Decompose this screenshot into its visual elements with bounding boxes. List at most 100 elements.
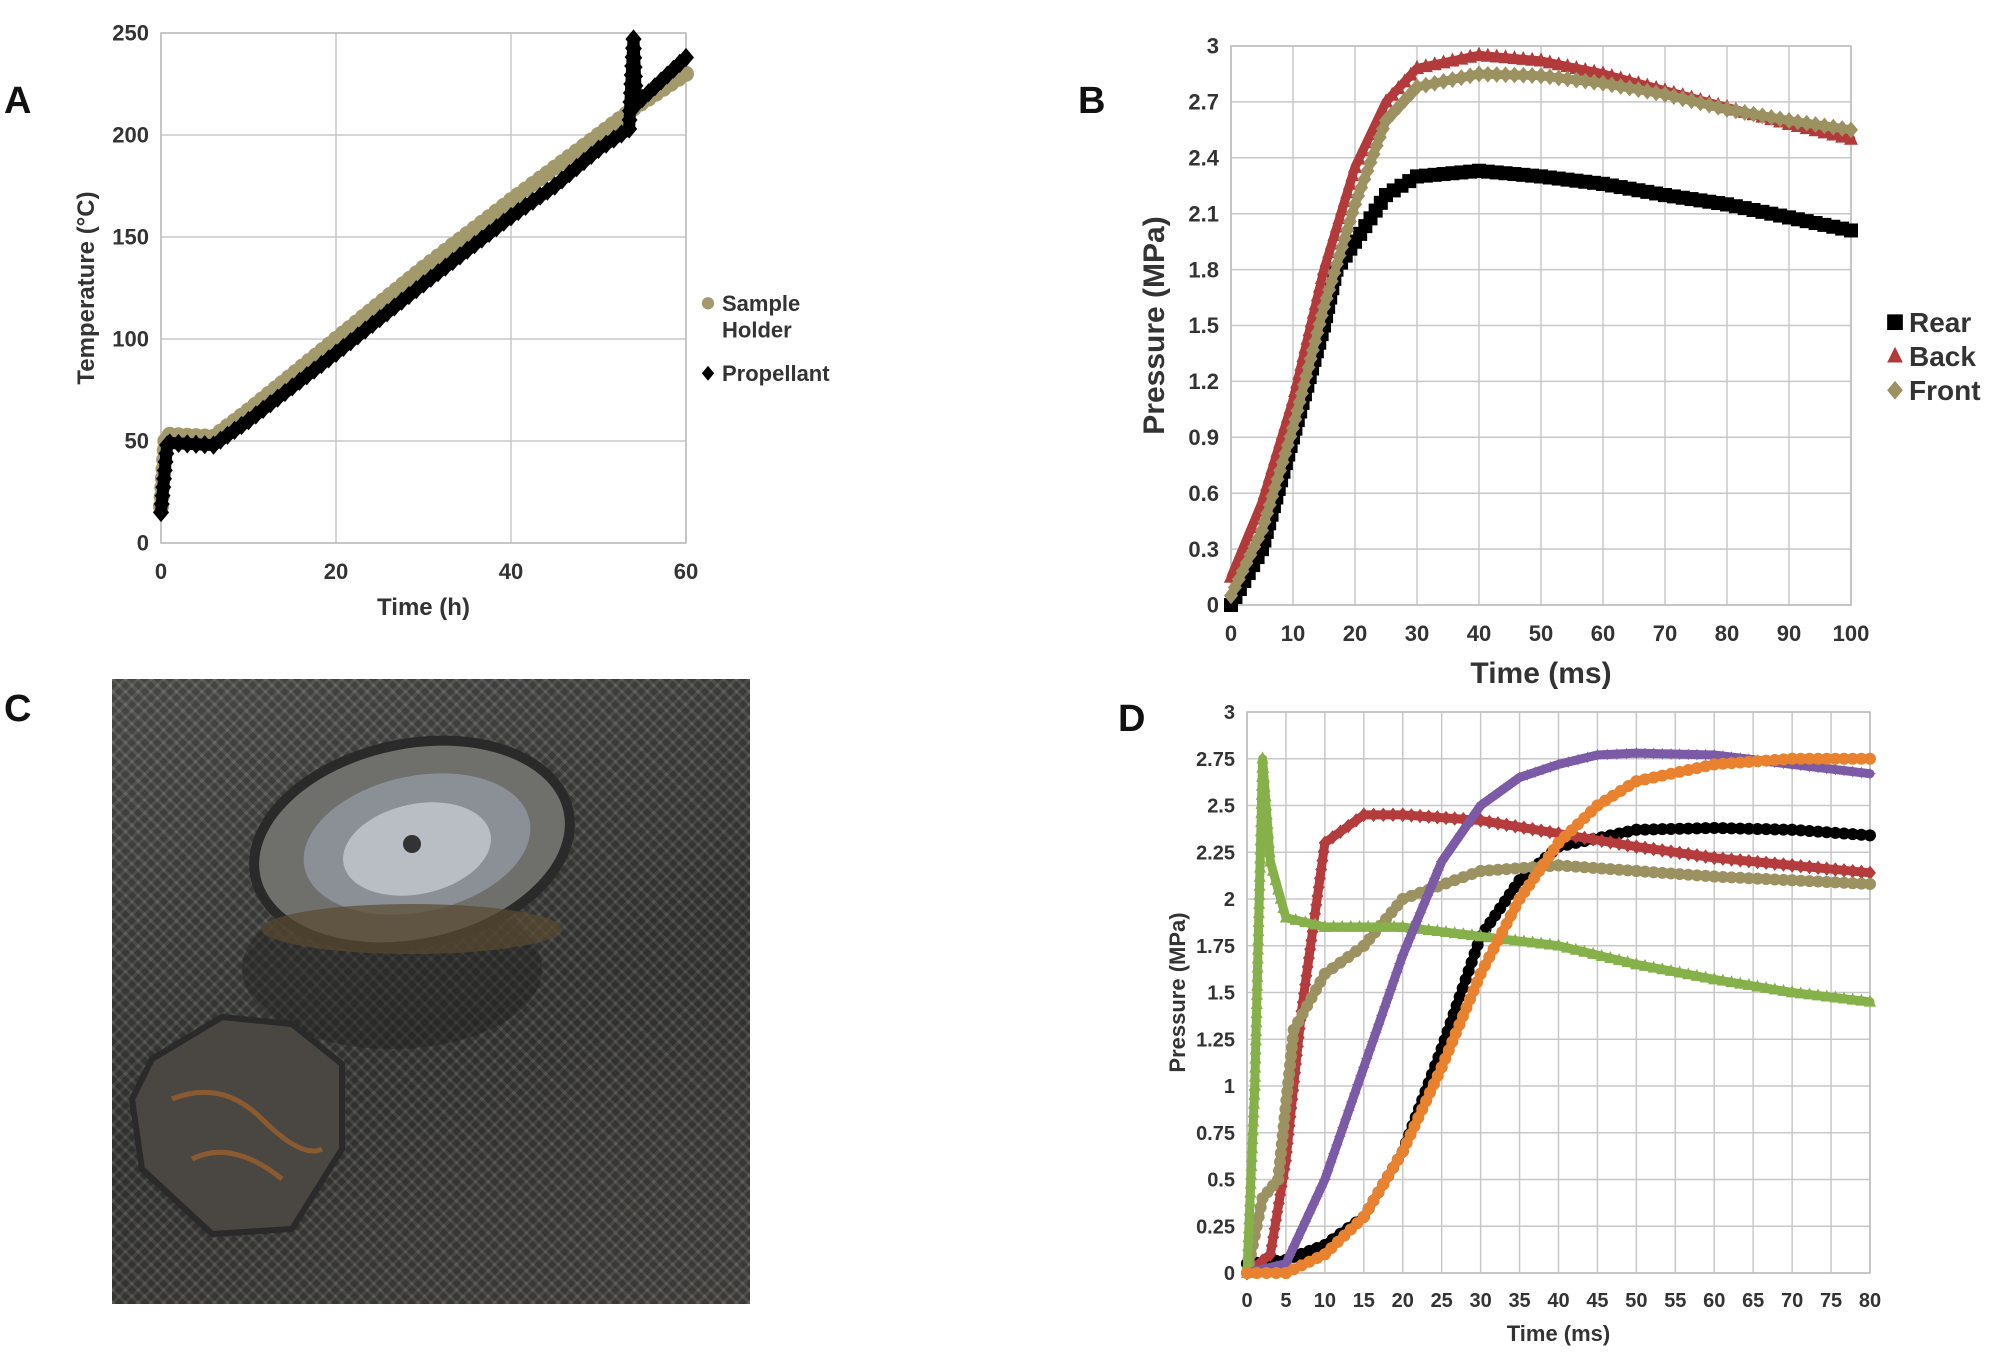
- data-point: [1864, 752, 1876, 765]
- x-tick-label: 0: [155, 559, 167, 584]
- data-point: [1353, 919, 1366, 932]
- data-point: [1647, 747, 1660, 760]
- data-point: [1440, 810, 1453, 826]
- data-point: [1751, 979, 1764, 992]
- data-point: [1224, 598, 1238, 612]
- data-point: [1803, 859, 1816, 875]
- data-point: [1345, 1095, 1358, 1108]
- data-point: [1311, 888, 1324, 904]
- data-point: [1699, 970, 1712, 983]
- data-point: [1613, 953, 1626, 966]
- data-point: [1835, 120, 1850, 137]
- data-point: [1829, 752, 1842, 765]
- data-point: [1790, 113, 1805, 131]
- data-point: [1690, 822, 1703, 835]
- data-point: [1304, 941, 1317, 957]
- data-point: [1324, 1156, 1337, 1169]
- chart-b: 0 10 20 30 40 50 60 70 80 90 100 0 0.3 0.6 0.9 1.2 1.5 1.…: [1138, 34, 1981, 690]
- data-point: [1455, 827, 1468, 840]
- data-point: [640, 83, 657, 103]
- data-point: [386, 297, 403, 317]
- data-point: [1673, 965, 1686, 978]
- data-point: [1647, 960, 1660, 973]
- data-point: [1270, 1267, 1283, 1279]
- data-point: [1794, 752, 1807, 765]
- y-tick-label: 0.5: [1207, 1170, 1235, 1192]
- data-point: [1405, 808, 1418, 823]
- data-point: [1410, 169, 1424, 184]
- data-point: [1252, 933, 1265, 946]
- data-point: [1664, 963, 1677, 976]
- x-axis-label: Time (ms): [1470, 657, 1611, 690]
- data-point: [1377, 807, 1390, 823]
- data-point: [1357, 807, 1370, 823]
- data-point: [1248, 1078, 1261, 1091]
- data-point: [1737, 104, 1752, 121]
- data-point: [179, 434, 196, 454]
- data-point: [1596, 176, 1610, 191]
- photo-illustration: [128, 735, 575, 1238]
- data-point: [1252, 1210, 1265, 1223]
- data-point: [1255, 522, 1269, 539]
- data-point: [1658, 86, 1672, 103]
- data-point: [1812, 988, 1825, 1001]
- data-point: [1342, 1104, 1355, 1117]
- data-point: [1284, 1059, 1297, 1072]
- y-axis-label: Pressure (MPa): [1138, 216, 1171, 434]
- data-point: [1786, 858, 1799, 873]
- data-point: [503, 192, 519, 209]
- data-point: [1720, 197, 1734, 212]
- data-point: [161, 433, 178, 453]
- data-point: [1384, 983, 1397, 996]
- data-point: [1725, 751, 1738, 764]
- data-point: [1307, 1198, 1320, 1211]
- data-point: [1812, 752, 1825, 765]
- chart-d: 0 5 10 15 20 25 30 35 40 45 50 55 60 65 70 75 80 0 0.25 0.5…: [1165, 702, 1881, 1346]
- data-point: [1390, 966, 1403, 979]
- data-point: [1720, 100, 1734, 118]
- data-point: [1673, 845, 1686, 861]
- data-point: [1359, 134, 1374, 149]
- y-tick-label: 2.1: [1188, 201, 1219, 226]
- data-point: [1379, 188, 1393, 203]
- data-point: [1562, 756, 1575, 769]
- x-tick-label: 20: [324, 559, 348, 584]
- data-point: [1241, 527, 1256, 542]
- data-point: [1464, 813, 1477, 826]
- data-point: [1631, 81, 1646, 99]
- series-olive: [1241, 859, 1876, 1279]
- data-point: [1578, 72, 1593, 90]
- data-point: [1457, 812, 1470, 827]
- data-point: [269, 388, 286, 408]
- data-point: [1244, 1185, 1257, 1198]
- data-point: [1284, 1050, 1297, 1063]
- x-tick-label: 40: [1467, 621, 1491, 646]
- x-tick-label: 0: [1225, 621, 1237, 646]
- data-point: [1817, 117, 1832, 135]
- y-tick-label: 3: [1207, 34, 1219, 59]
- data-point: [1327, 1147, 1340, 1160]
- x-tick-label: 0: [1241, 1290, 1252, 1312]
- data-point: [415, 259, 432, 276]
- data-point: [1289, 912, 1302, 925]
- data-point: [1317, 261, 1331, 276]
- data-point: [1699, 748, 1712, 761]
- data-point: [1357, 939, 1370, 952]
- data-point: [1517, 820, 1530, 835]
- data-point: [170, 433, 187, 454]
- data-point: [1656, 866, 1669, 879]
- series-red: [1241, 807, 1876, 1281]
- data-point: [1422, 809, 1435, 824]
- data-point: [1414, 906, 1427, 919]
- data-point: [1474, 799, 1487, 812]
- data-point: [1620, 747, 1633, 760]
- y-tick-label: 1.5: [1207, 983, 1235, 1005]
- data-point: [1253, 887, 1266, 900]
- data-point: [1318, 919, 1331, 932]
- data-point: [1258, 779, 1271, 792]
- data-point: [1387, 807, 1400, 823]
- data-point: [400, 285, 417, 306]
- data-point: [1755, 107, 1770, 125]
- data-point: [1403, 932, 1416, 945]
- x-tick-label: 65: [1742, 1290, 1764, 1312]
